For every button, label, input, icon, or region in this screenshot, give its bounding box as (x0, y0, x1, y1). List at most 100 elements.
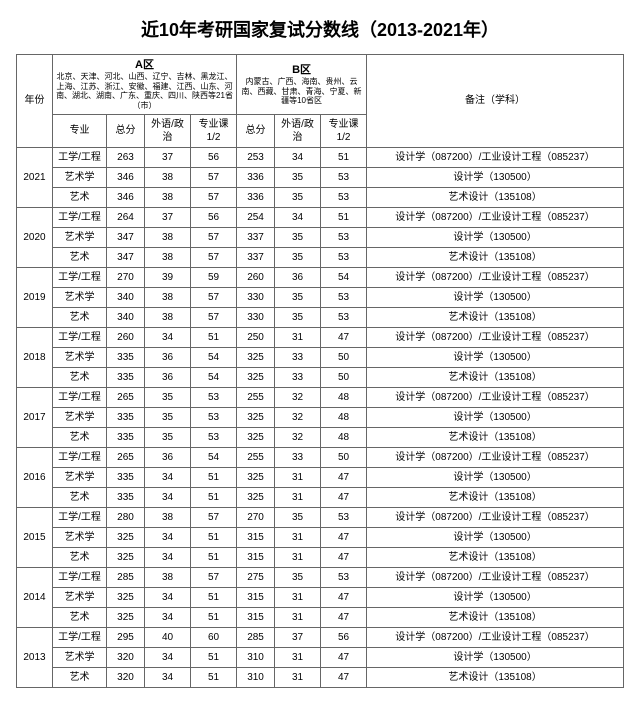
score-cell: 33 (275, 367, 321, 387)
score-cell: 57 (191, 507, 237, 527)
score-cell: 37 (275, 627, 321, 647)
score-cell: 53 (321, 227, 367, 247)
score-cell: 38 (145, 567, 191, 587)
major-cell: 艺术 (53, 487, 107, 507)
score-cell: 54 (191, 347, 237, 367)
table-row: 艺术32534513153147艺术设计（135108） (17, 607, 624, 627)
score-cell: 35 (275, 287, 321, 307)
table-row: 2015工学/工程28038572703553设计学（087200）/工业设计工… (17, 507, 624, 527)
score-cell: 255 (237, 447, 275, 467)
major-cell: 艺术 (53, 187, 107, 207)
year-cell: 2016 (17, 447, 53, 507)
score-cell: 34 (145, 587, 191, 607)
score-cell: 346 (107, 167, 145, 187)
score-cell: 265 (107, 447, 145, 467)
score-cell: 53 (321, 247, 367, 267)
score-cell: 320 (107, 667, 145, 687)
year-cell: 2018 (17, 327, 53, 387)
score-cell: 51 (191, 327, 237, 347)
score-cell: 280 (107, 507, 145, 527)
col-year: 年份 (17, 55, 53, 148)
table-row: 艺术32534513153147艺术设计（135108） (17, 547, 624, 567)
note-cell: 设计学（087200）/工业设计工程（085237） (367, 327, 624, 347)
score-cell: 330 (237, 287, 275, 307)
score-cell: 59 (191, 267, 237, 287)
score-cell: 47 (321, 647, 367, 667)
score-cell: 53 (321, 307, 367, 327)
score-cell: 325 (107, 547, 145, 567)
region-a-desc: 北京、天津、河北、山西、辽宁、吉林、黑龙江、上海、江苏、浙江、安徽、福建、江西、… (55, 72, 234, 110)
score-cell: 260 (237, 267, 275, 287)
score-cell: 35 (145, 387, 191, 407)
score-cell: 34 (145, 607, 191, 627)
score-cell: 325 (237, 407, 275, 427)
score-cell: 57 (191, 167, 237, 187)
note-cell: 艺术设计（135108） (367, 367, 624, 387)
score-cell: 31 (275, 527, 321, 547)
score-cell: 51 (191, 667, 237, 687)
score-cell: 255 (237, 387, 275, 407)
score-cell: 35 (145, 407, 191, 427)
score-cell: 51 (191, 607, 237, 627)
score-cell: 315 (237, 547, 275, 567)
major-cell: 工学/工程 (53, 507, 107, 527)
score-cell: 56 (191, 207, 237, 227)
table-row: 2014工学/工程28538572753553设计学（087200）/工业设计工… (17, 567, 624, 587)
table-row: 艺术34738573373553艺术设计（135108） (17, 247, 624, 267)
score-cell: 265 (107, 387, 145, 407)
score-cell: 47 (321, 547, 367, 567)
score-cell: 34 (145, 487, 191, 507)
note-cell: 设计学（087200）/工业设计工程（085237） (367, 627, 624, 647)
major-cell: 艺术 (53, 247, 107, 267)
score-cell: 35 (275, 507, 321, 527)
score-cell: 50 (321, 447, 367, 467)
note-cell: 设计学（130500） (367, 227, 624, 247)
score-cell: 325 (237, 467, 275, 487)
score-cell: 285 (237, 627, 275, 647)
note-cell: 设计学（130500） (367, 587, 624, 607)
table-row: 艺术学34738573373553设计学（130500） (17, 227, 624, 247)
score-cell: 254 (237, 207, 275, 227)
score-cell: 53 (321, 287, 367, 307)
score-cell: 35 (275, 307, 321, 327)
score-cell: 32 (275, 427, 321, 447)
table-row: 艺术学33535533253248设计学（130500） (17, 407, 624, 427)
score-cell: 310 (237, 667, 275, 687)
col-total-b: 总分 (237, 114, 275, 147)
col-total-a: 总分 (107, 114, 145, 147)
score-cell: 31 (275, 647, 321, 667)
score-cell: 53 (191, 407, 237, 427)
major-cell: 艺术 (53, 427, 107, 447)
score-cell: 31 (275, 607, 321, 627)
score-cell: 36 (275, 267, 321, 287)
score-cell: 32 (275, 407, 321, 427)
major-cell: 艺术 (53, 307, 107, 327)
score-cell: 33 (275, 447, 321, 467)
major-cell: 工学/工程 (53, 207, 107, 227)
score-cell: 32 (275, 387, 321, 407)
score-cell: 57 (191, 227, 237, 247)
score-cell: 336 (237, 187, 275, 207)
score-cell: 35 (275, 227, 321, 247)
note-cell: 设计学（130500） (367, 347, 624, 367)
score-cell: 335 (107, 487, 145, 507)
score-cell: 38 (145, 507, 191, 527)
score-cell: 31 (275, 487, 321, 507)
note-cell: 艺术设计（135108） (367, 427, 624, 447)
score-cell: 51 (191, 487, 237, 507)
major-cell: 艺术学 (53, 287, 107, 307)
score-cell: 337 (237, 247, 275, 267)
note-cell: 设计学（130500） (367, 407, 624, 427)
note-cell: 设计学（087200）/工业设计工程（085237） (367, 507, 624, 527)
major-cell: 艺术学 (53, 467, 107, 487)
table-row: 2016工学/工程26536542553350设计学（087200）/工业设计工… (17, 447, 624, 467)
score-cell: 270 (237, 507, 275, 527)
table-row: 艺术学34038573303553设计学（130500） (17, 287, 624, 307)
table-row: 艺术学32034513103147设计学（130500） (17, 647, 624, 667)
score-cell: 34 (145, 647, 191, 667)
score-cell: 51 (191, 467, 237, 487)
score-cell: 39 (145, 267, 191, 287)
score-cell: 56 (321, 627, 367, 647)
score-cell: 47 (321, 527, 367, 547)
score-cell: 35 (275, 567, 321, 587)
